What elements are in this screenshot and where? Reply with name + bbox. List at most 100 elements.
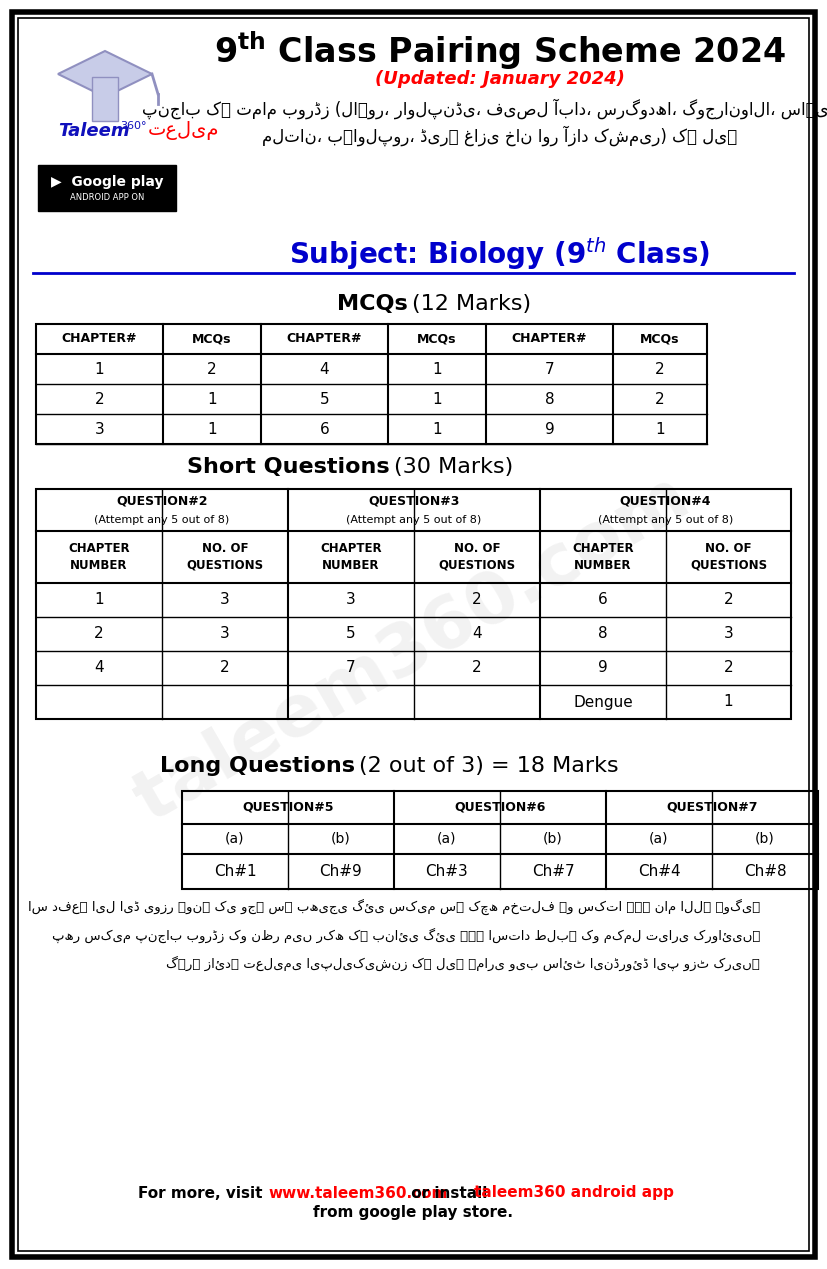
Text: 1: 1 bbox=[655, 421, 665, 437]
Text: (12 Marks): (12 Marks) bbox=[412, 294, 531, 313]
Text: taleem360.com: taleem360.com bbox=[124, 462, 702, 836]
Text: 2: 2 bbox=[472, 593, 482, 608]
Text: 7: 7 bbox=[347, 660, 356, 675]
Text: (a): (a) bbox=[649, 832, 669, 846]
Text: NO. OF
QUESTIONS: NO. OF QUESTIONS bbox=[690, 542, 767, 572]
Bar bbox=[92, 77, 118, 121]
Text: 2: 2 bbox=[724, 660, 734, 675]
Text: 8: 8 bbox=[545, 392, 554, 406]
Text: Ch#9: Ch#9 bbox=[319, 864, 362, 879]
Text: 5: 5 bbox=[347, 627, 356, 642]
Text: CHAPTER#: CHAPTER# bbox=[512, 332, 587, 345]
Text: Long Questions: Long Questions bbox=[160, 756, 355, 777]
Text: CHAPTER
NUMBER: CHAPTER NUMBER bbox=[320, 542, 382, 572]
Text: or install: or install bbox=[406, 1185, 493, 1200]
Text: 2: 2 bbox=[94, 392, 104, 406]
Text: 2: 2 bbox=[472, 660, 482, 675]
Text: QUESTION#2: QUESTION#2 bbox=[117, 495, 208, 508]
Text: CHAPTER#: CHAPTER# bbox=[62, 332, 137, 345]
Text: 6: 6 bbox=[319, 421, 329, 437]
Text: 1: 1 bbox=[94, 362, 104, 377]
Text: 4: 4 bbox=[94, 660, 104, 675]
Text: 1: 1 bbox=[208, 421, 217, 437]
Bar bbox=[36, 324, 707, 444]
Text: 2: 2 bbox=[724, 593, 734, 608]
Text: For more, visit: For more, visit bbox=[138, 1185, 268, 1200]
Text: پھر سکیم پنجاب بورڈز کو نظر میں رکھ کے بنائی گئی ہے۔ استاد طلبہ کو مکمل تیاری کر: پھر سکیم پنجاب بورڈز کو نظر میں رکھ کے ب… bbox=[51, 928, 760, 943]
Text: پنجاب کے تمام بورڈز (لاہور، راولپنڈی، فیصل آباد، سرگودھا، گوجرانوالا، ساہیوال،: پنجاب کے تمام بورڈز (لاہور، راولپنڈی، فی… bbox=[141, 99, 827, 119]
Text: MCQs: MCQs bbox=[337, 294, 408, 313]
Text: QUESTION#4: QUESTION#4 bbox=[619, 495, 711, 508]
Polygon shape bbox=[58, 51, 152, 96]
Text: Short Questions: Short Questions bbox=[188, 457, 390, 477]
Text: 2: 2 bbox=[655, 362, 665, 377]
Text: QUESTION#3: QUESTION#3 bbox=[368, 495, 460, 508]
Text: ملتان، بہاولپور، ڈیرہ غازی خان اور آزاد کشمیر) کے لیے: ملتان، بہاولپور، ڈیرہ غازی خان اور آزاد … bbox=[262, 126, 738, 146]
Text: 9: 9 bbox=[598, 660, 608, 675]
Text: 1: 1 bbox=[208, 392, 217, 406]
Text: ANDROID APP ON: ANDROID APP ON bbox=[69, 193, 144, 202]
Text: www.taleem360.com: www.taleem360.com bbox=[268, 1185, 447, 1200]
Text: 3: 3 bbox=[220, 593, 230, 608]
Text: Ch#7: Ch#7 bbox=[532, 864, 574, 879]
Text: Dengue: Dengue bbox=[573, 694, 633, 709]
Text: 1: 1 bbox=[94, 593, 104, 608]
Text: taleem360 android app: taleem360 android app bbox=[474, 1185, 674, 1200]
Text: CHAPTER
NUMBER: CHAPTER NUMBER bbox=[68, 542, 130, 572]
Text: 360°: 360° bbox=[120, 121, 146, 131]
Text: (2 out of 3) = 18 Marks: (2 out of 3) = 18 Marks bbox=[359, 756, 619, 777]
Text: (a): (a) bbox=[437, 832, 457, 846]
Bar bbox=[182, 791, 818, 890]
Text: 2: 2 bbox=[220, 660, 230, 675]
Text: Ch#4: Ch#4 bbox=[638, 864, 681, 879]
Text: Taleem: Taleem bbox=[58, 122, 130, 140]
Text: QUESTION#7: QUESTION#7 bbox=[667, 801, 758, 813]
Text: 8: 8 bbox=[598, 627, 608, 642]
Text: 4: 4 bbox=[472, 627, 482, 642]
Text: MCQs: MCQs bbox=[418, 332, 457, 345]
Text: QUESTION#6: QUESTION#6 bbox=[454, 801, 546, 813]
Text: MCQs: MCQs bbox=[192, 332, 232, 345]
Text: (Attempt any 5 out of 8): (Attempt any 5 out of 8) bbox=[347, 515, 481, 525]
Text: 1: 1 bbox=[433, 392, 442, 406]
Text: ▶  Google play: ▶ Google play bbox=[50, 175, 163, 189]
Text: from google play store.: from google play store. bbox=[313, 1206, 513, 1221]
Text: 2: 2 bbox=[208, 362, 217, 377]
Text: 4: 4 bbox=[320, 362, 329, 377]
Text: 2: 2 bbox=[94, 627, 104, 642]
Text: 3: 3 bbox=[220, 627, 230, 642]
Text: $\mathbf{9^{th}}$ Class Pairing Scheme 2024: $\mathbf{9^{th}}$ Class Pairing Scheme 2… bbox=[214, 29, 786, 72]
Text: (Attempt any 5 out of 8): (Attempt any 5 out of 8) bbox=[94, 515, 230, 525]
Text: NO. OF
QUESTIONS: NO. OF QUESTIONS bbox=[186, 542, 264, 572]
Text: 6: 6 bbox=[598, 593, 608, 608]
Text: 1: 1 bbox=[433, 362, 442, 377]
Text: CHAPTER#: CHAPTER# bbox=[287, 332, 362, 345]
Text: NO. OF
QUESTIONS: NO. OF QUESTIONS bbox=[438, 542, 515, 572]
Text: 9: 9 bbox=[545, 421, 554, 437]
Text: Ch#3: Ch#3 bbox=[426, 864, 468, 879]
Text: (30 Marks): (30 Marks) bbox=[394, 457, 514, 477]
Bar bbox=[36, 489, 791, 720]
Text: گہرے زائدہ تعلیمی ایپلیکیشنز کے لیے ہماری ویب سائٹ اینڈروئڈ ایپ وزٹ کریں۔: گہرے زائدہ تعلیمی ایپلیکیشنز کے لیے ہمار… bbox=[166, 956, 760, 971]
Bar bbox=[38, 165, 176, 211]
Text: 3: 3 bbox=[724, 627, 734, 642]
Text: اس دفعہ ایل ایڈ یوزر ہونے کی وجہ سے بھیجی گئی سکیم سے کچھ مختلف ہو سکتا ہے۔ نام : اس دفعہ ایل ایڈ یوزر ہونے کی وجہ سے بھیج… bbox=[28, 898, 760, 915]
Text: CHAPTER
NUMBER: CHAPTER NUMBER bbox=[572, 542, 633, 572]
Text: (a): (a) bbox=[225, 832, 245, 846]
Text: QUESTION#5: QUESTION#5 bbox=[242, 801, 334, 813]
Text: 1: 1 bbox=[433, 421, 442, 437]
Text: (b): (b) bbox=[543, 832, 563, 846]
Text: 3: 3 bbox=[347, 593, 356, 608]
Text: 7: 7 bbox=[545, 362, 554, 377]
Text: (b): (b) bbox=[755, 832, 775, 846]
Text: Ch#8: Ch#8 bbox=[743, 864, 786, 879]
Text: 1: 1 bbox=[724, 694, 734, 709]
Text: MCQs: MCQs bbox=[640, 332, 680, 345]
Text: Subject: Biology (9$^{th}$ Class): Subject: Biology (9$^{th}$ Class) bbox=[289, 236, 710, 273]
Text: (Attempt any 5 out of 8): (Attempt any 5 out of 8) bbox=[598, 515, 733, 525]
Text: 3: 3 bbox=[94, 421, 104, 437]
Text: (b): (b) bbox=[331, 832, 351, 846]
Text: 2: 2 bbox=[655, 392, 665, 406]
Text: تعلیم: تعلیم bbox=[148, 122, 219, 141]
Text: (Updated: January 2024): (Updated: January 2024) bbox=[375, 70, 625, 88]
